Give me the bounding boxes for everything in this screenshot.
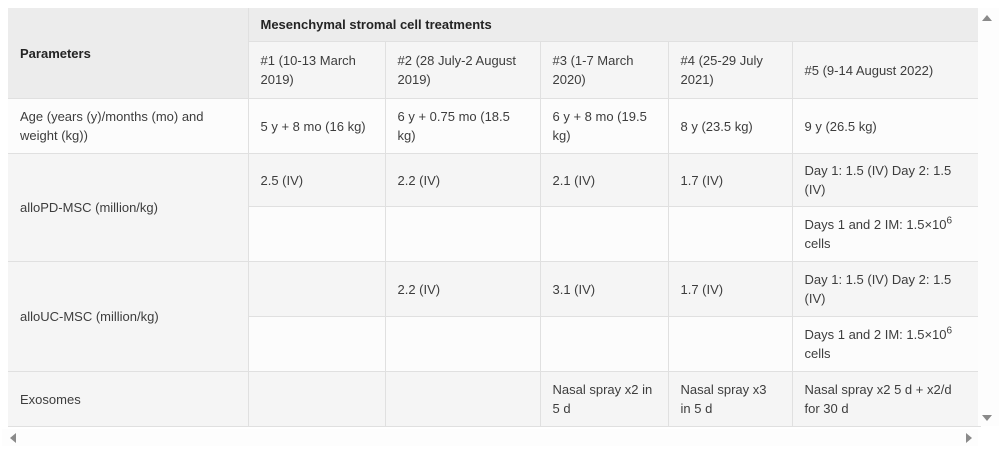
- treatments-table-container: Parameters Mesenchymal stromal cell trea…: [8, 8, 981, 427]
- header-group-row: Parameters Mesenchymal stromal cell trea…: [8, 8, 981, 99]
- scroll-right-button[interactable]: [962, 432, 976, 444]
- cell-allouc2-3: [540, 316, 669, 372]
- vertical-scrollbar[interactable]: [978, 8, 999, 426]
- cell-allopd2-4: [668, 206, 793, 262]
- table-row-exosomes: Exosomes Nasal spray x2 in 5 d Nasal spr…: [8, 371, 981, 427]
- cell-allopd1-5: Day 1: 1.5 (IV) Day 2: 1.5 (IV): [792, 153, 981, 207]
- arrow-right-icon: [966, 433, 972, 443]
- cell-exosomes-1: [248, 371, 386, 427]
- cell-allopd2-3: [540, 206, 669, 262]
- scroll-down-button[interactable]: [980, 412, 994, 424]
- cell-age-3: 6 y + 8 mo (19.5 kg): [540, 98, 669, 154]
- row-label-allouc: alloUC-MSC (million/kg): [8, 261, 249, 372]
- cell-exosomes-2: [385, 371, 541, 427]
- dose-exponent: 6: [946, 215, 953, 227]
- cell-allopd1-4: 1.7 (IV): [668, 153, 793, 207]
- column-header-5: #5 (9-14 August 2022): [792, 41, 981, 99]
- cell-allouc2-5: Days 1 and 2 IM: 1.5×106 cells: [792, 316, 981, 372]
- column-header-row: #1 (10-13 March 2019) #2 (28 July-2 Augu…: [8, 41, 981, 99]
- cell-allopd2-1: [248, 206, 386, 262]
- dose-exponent: 6: [946, 325, 953, 337]
- cell-allopd1-1: 2.5 (IV): [248, 153, 386, 207]
- cell-allouc1-1: [248, 261, 386, 317]
- scroll-up-button[interactable]: [980, 12, 994, 24]
- column-header-1: #1 (10-13 March 2019): [248, 41, 386, 99]
- cell-age-4: 8 y (23.5 kg): [668, 98, 793, 154]
- cell-age-1: 5 y + 8 mo (16 kg): [248, 98, 386, 154]
- column-header-4: #4 (25-29 July 2021): [668, 41, 793, 99]
- column-header-3: #3 (1-7 March 2020): [540, 41, 669, 99]
- cell-age-2: 6 y + 0.75 mo (18.5 kg): [385, 98, 541, 154]
- cell-allopd2-5: Days 1 and 2 IM: 1.5×106 cells: [792, 206, 981, 262]
- dose-text-suffix: cells: [804, 346, 831, 361]
- cell-exosomes-4: Nasal spray x3 in 5 d: [668, 371, 793, 427]
- row-label-exosomes: Exosomes: [8, 371, 249, 427]
- cell-allouc2-2: [385, 316, 541, 372]
- arrow-left-icon: [10, 433, 16, 443]
- cell-allouc1-5: Day 1: 1.5 (IV) Day 2: 1.5 (IV): [792, 261, 981, 317]
- table-row-allopd-1: alloPD-MSC (million/kg) 2.5 (IV) 2.2 (IV…: [8, 153, 981, 262]
- cell-allouc1-2: 2.2 (IV): [385, 261, 541, 317]
- table-row-allopd-2: Days 1 and 2 IM: 1.5×106 cells: [8, 206, 981, 262]
- table-row-allouc-1: alloUC-MSC (million/kg) 2.2 (IV) 3.1 (IV…: [8, 261, 981, 372]
- cell-exosomes-3: Nasal spray x2 in 5 d: [540, 371, 669, 427]
- dose-text: Days 1 and 2 IM: 1.5×10: [804, 327, 947, 342]
- row-label-allopd: alloPD-MSC (million/kg): [8, 153, 249, 262]
- group-header: Mesenchymal stromal cell treatments: [248, 8, 981, 42]
- cell-allouc1-4: 1.7 (IV): [668, 261, 793, 317]
- table-row-allouc-2: Days 1 and 2 IM: 1.5×106 cells: [8, 316, 981, 372]
- dose-text-suffix: cells: [804, 236, 831, 251]
- parameters-header: Parameters: [8, 8, 249, 99]
- cell-allopd1-3: 2.1 (IV): [540, 153, 669, 207]
- row-label-age: Age (years (y)/months (mo) and weight (k…: [8, 98, 249, 154]
- dose-text: Days 1 and 2 IM: 1.5×10: [804, 217, 947, 232]
- scroll-left-button[interactable]: [6, 432, 20, 444]
- horizontal-scrollbar[interactable]: [2, 429, 978, 446]
- cell-allouc2-1: [248, 316, 386, 372]
- table-row-age: Age (years (y)/months (mo) and weight (k…: [8, 98, 981, 154]
- cell-age-5: 9 y (26.5 kg): [792, 98, 981, 154]
- cell-allopd1-2: 2.2 (IV): [385, 153, 541, 207]
- treatments-table: Parameters Mesenchymal stromal cell trea…: [8, 8, 981, 427]
- arrow-up-icon: [982, 15, 992, 21]
- cell-allouc1-3: 3.1 (IV): [540, 261, 669, 317]
- cell-allopd2-2: [385, 206, 541, 262]
- cell-exosomes-5: Nasal spray x2 5 d + x2/d for 30 d: [792, 371, 981, 427]
- column-header-2: #2 (28 July-2 August 2019): [385, 41, 541, 99]
- arrow-down-icon: [982, 415, 992, 421]
- cell-allouc2-4: [668, 316, 793, 372]
